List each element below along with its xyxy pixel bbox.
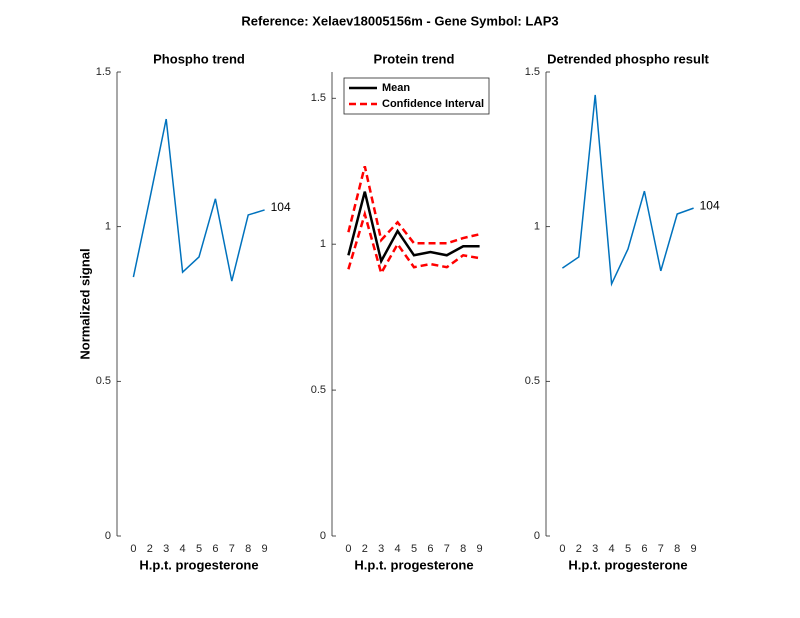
series-line: [132, 118, 265, 282]
legend-label: Mean: [382, 82, 410, 94]
x-tick-label: 5: [411, 543, 417, 555]
x-tick-label: 7: [658, 543, 664, 555]
x-tick-label: 9: [477, 543, 483, 555]
series-line: [561, 94, 694, 287]
y-tick-label: 0.5: [525, 375, 540, 387]
x-tick-label: 2: [362, 543, 368, 555]
x-tick-label: 0: [345, 543, 351, 555]
x-tick-label: 3: [592, 543, 598, 555]
x-axis-label: H.p.t. progesterone: [139, 557, 258, 572]
y-tick-label: 1: [320, 238, 326, 250]
y-axis-label: Normalized signal: [77, 248, 92, 359]
subplot-title: Protein trend: [374, 51, 455, 66]
y-tick-label: 0.5: [96, 375, 111, 387]
x-tick-label: 4: [180, 543, 186, 555]
y-tick-label: 1: [534, 221, 540, 233]
y-tick-label: 0.5: [311, 384, 326, 396]
x-tick-label: 7: [444, 543, 450, 555]
x-tick-label: 8: [245, 543, 251, 555]
series-line: [347, 165, 480, 245]
x-tick-label: 9: [262, 543, 268, 555]
y-tick-label: 0: [320, 530, 326, 542]
x-tick-label: 3: [163, 543, 169, 555]
x-tick-label: 2: [147, 543, 153, 555]
series-line: [347, 191, 480, 265]
x-tick-label: 8: [674, 543, 680, 555]
y-tick-label: 1.5: [96, 66, 111, 78]
y-tick-label: 0: [534, 530, 540, 542]
subplot-title: Detrended phospho result: [547, 51, 709, 66]
y-tick-label: 1.5: [525, 66, 540, 78]
legend-box: [343, 77, 490, 115]
x-tick-label: 4: [395, 543, 401, 555]
x-tick-label: 0: [130, 543, 136, 555]
legend-label: Confidence Interval: [382, 98, 484, 110]
x-tick-label: 6: [427, 543, 433, 555]
x-axis-label: H.p.t. progesterone: [354, 557, 473, 572]
x-axis-label: H.p.t. progesterone: [568, 557, 687, 572]
x-tick-label: 7: [229, 543, 235, 555]
series-line: [347, 209, 480, 277]
annotation: 104: [271, 200, 291, 214]
x-tick-label: 8: [460, 543, 466, 555]
annotation: 104: [700, 198, 720, 212]
x-tick-label: 9: [691, 543, 697, 555]
y-tick-label: 1: [105, 221, 111, 233]
x-tick-label: 6: [212, 543, 218, 555]
x-tick-label: 5: [196, 543, 202, 555]
x-tick-label: 6: [641, 543, 647, 555]
y-tick-label: 1.5: [311, 92, 326, 104]
x-tick-label: 5: [625, 543, 631, 555]
x-tick-label: 3: [378, 543, 384, 555]
x-tick-label: 2: [576, 543, 582, 555]
x-tick-label: 4: [609, 543, 615, 555]
y-tick-label: 0: [105, 530, 111, 542]
figure-title: Reference: Xelaev18005156m - Gene Symbol…: [241, 13, 558, 28]
subplot-title: Phospho trend: [153, 51, 245, 66]
x-tick-label: 0: [559, 543, 565, 555]
